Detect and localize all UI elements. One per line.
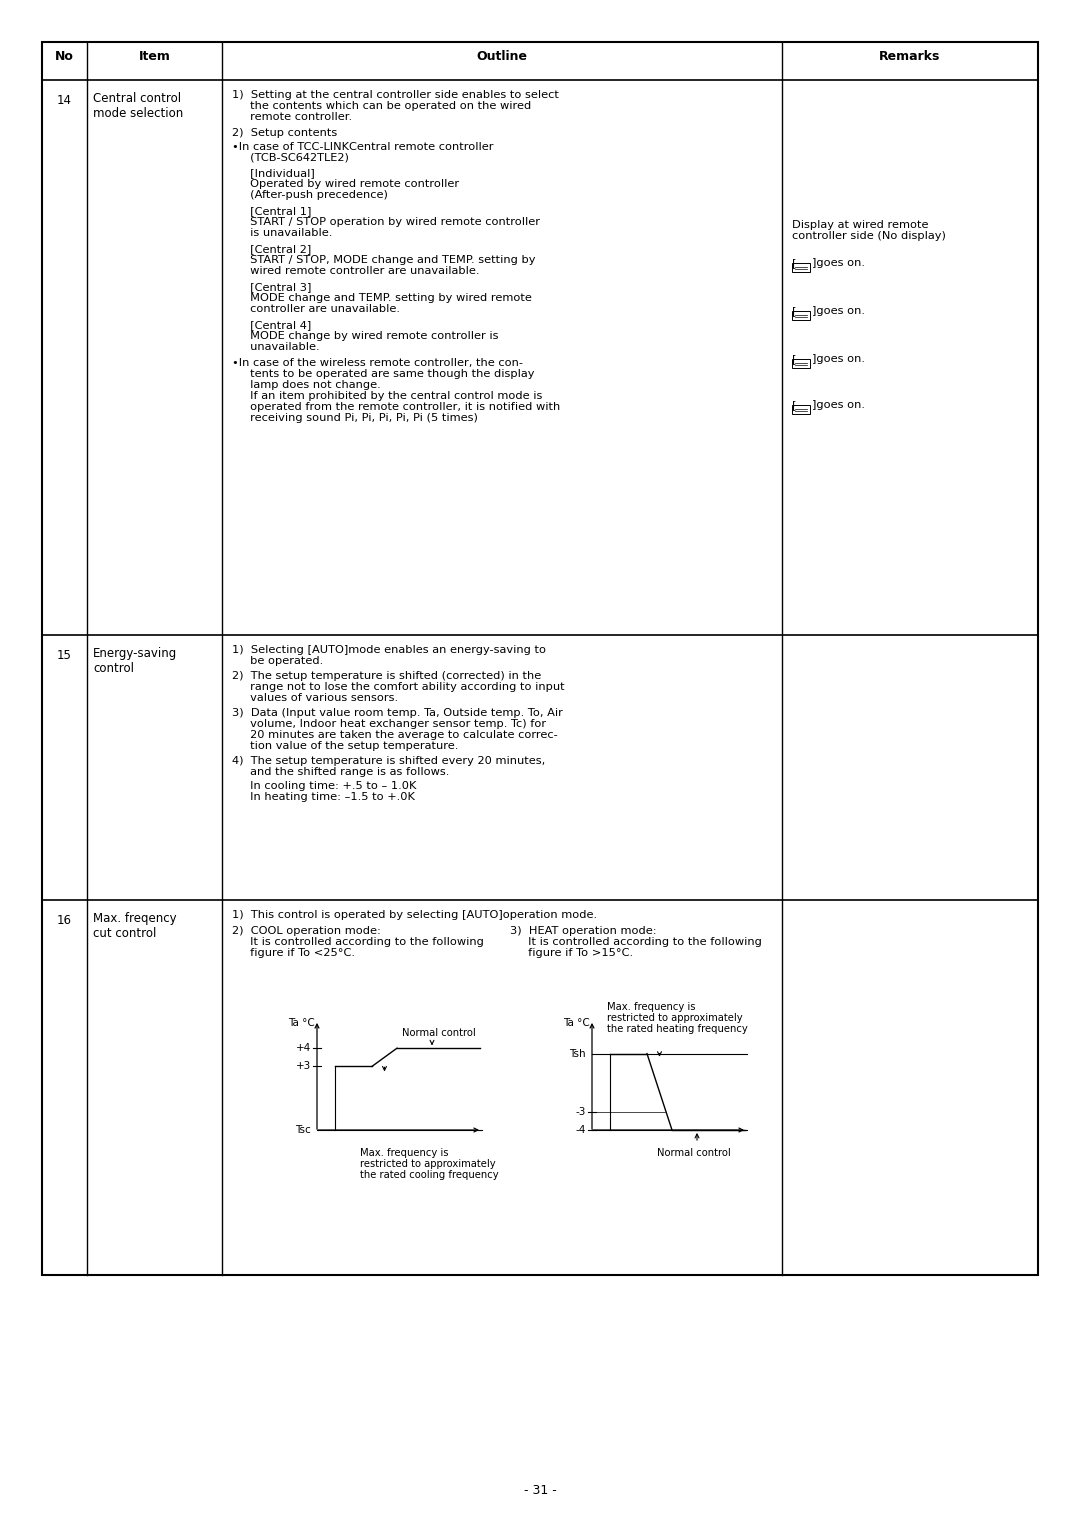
Bar — [792, 262, 810, 271]
Text: Tsh: Tsh — [569, 1049, 586, 1058]
Text: 3)  HEAT operation mode:: 3) HEAT operation mode: — [510, 926, 657, 936]
Text: is unavailable.: is unavailable. — [232, 229, 333, 238]
Text: Energy-saving
control: Energy-saving control — [93, 647, 177, 676]
Text: 20 minutes are taken the average to calculate correc-: 20 minutes are taken the average to calc… — [232, 730, 557, 740]
Text: Outline: Outline — [476, 49, 527, 63]
Text: Ta °C: Ta °C — [564, 1019, 590, 1028]
Text: It is controlled according to the following: It is controlled according to the follow… — [510, 936, 761, 947]
Text: range not to lose the comfort ability according to input: range not to lose the comfort ability ac… — [232, 682, 565, 692]
Text: 1)  This control is operated by selecting [AUTO]operation mode.: 1) This control is operated by selecting… — [232, 910, 597, 920]
Text: 15: 15 — [57, 650, 72, 662]
Text: Normal control: Normal control — [657, 1148, 731, 1157]
Text: [: [ — [792, 307, 797, 316]
Text: the contents which can be operated on the wired: the contents which can be operated on th… — [232, 101, 531, 111]
Text: MODE change by wired remote controller is: MODE change by wired remote controller i… — [232, 331, 499, 342]
Text: [Central 1]: [Central 1] — [232, 206, 311, 217]
Text: lamp does not change.: lamp does not change. — [232, 380, 381, 390]
Text: No: No — [55, 49, 73, 63]
Text: +4: +4 — [296, 1043, 311, 1054]
Text: the rated cooling frequency: the rated cooling frequency — [360, 1170, 499, 1180]
Text: 3)  Data (Input value room temp. Ta, Outside temp. To, Air: 3) Data (Input value room temp. Ta, Outs… — [232, 708, 563, 718]
Text: ]goes on.: ]goes on. — [812, 307, 865, 316]
Text: [: [ — [792, 354, 797, 364]
Text: 1)  Setting at the central controller side enables to select: 1) Setting at the central controller sid… — [232, 90, 558, 101]
Text: figure if To <25°C.: figure if To <25°C. — [232, 949, 355, 958]
Text: Central control
mode selection: Central control mode selection — [93, 92, 184, 120]
Text: 2)  Setup contents: 2) Setup contents — [232, 128, 337, 137]
Text: Display at wired remote: Display at wired remote — [792, 220, 929, 230]
Bar — [792, 358, 810, 368]
Text: 4)  The setup temperature is shifted every 20 minutes,: 4) The setup temperature is shifted ever… — [232, 756, 545, 766]
Text: values of various sensors.: values of various sensors. — [232, 692, 399, 703]
Text: volume, Indoor heat exchanger sensor temp. Tc) for: volume, Indoor heat exchanger sensor tem… — [232, 718, 546, 729]
Text: tion value of the setup temperature.: tion value of the setup temperature. — [232, 741, 458, 750]
Text: ]goes on.: ]goes on. — [812, 354, 865, 364]
Text: tents to be operated are same though the display: tents to be operated are same though the… — [232, 369, 535, 380]
Text: •In case of TCC-LINK⁠Central remote controller: •In case of TCC-LINK⁠Central remote cont… — [232, 142, 494, 152]
Bar — [792, 311, 810, 320]
Text: ]goes on.: ]goes on. — [812, 400, 865, 410]
Bar — [792, 406, 810, 413]
Text: [: [ — [792, 400, 797, 410]
Text: controller are unavailable.: controller are unavailable. — [232, 303, 400, 314]
Text: (TCB-SC⁠642TLE2): (TCB-SC⁠642TLE2) — [232, 152, 349, 163]
Text: +3: +3 — [296, 1061, 311, 1072]
Text: 16: 16 — [57, 913, 72, 927]
Text: 1)  Selecting [AUTO]mode enables an energy-saving to: 1) Selecting [AUTO]mode enables an energ… — [232, 645, 546, 656]
Text: Ta °C: Ta °C — [288, 1019, 315, 1028]
Text: [Central 3]: [Central 3] — [232, 282, 311, 291]
Text: Tsc: Tsc — [295, 1125, 311, 1135]
Text: Remarks: Remarks — [879, 49, 941, 63]
Text: Max. frequency is: Max. frequency is — [607, 1002, 696, 1013]
Text: It is controlled according to the following: It is controlled according to the follow… — [232, 936, 484, 947]
Text: 2)  COOL operation mode:: 2) COOL operation mode: — [232, 926, 381, 936]
Text: wired remote controller are unavailable.: wired remote controller are unavailable. — [232, 265, 480, 276]
Text: operated from the remote controller, it is notified with: operated from the remote controller, it … — [232, 403, 561, 412]
Text: -3: -3 — [576, 1107, 586, 1116]
Text: [Individual]: [Individual] — [232, 168, 314, 178]
Text: Normal control: Normal control — [402, 1028, 476, 1039]
Text: 2)  The setup temperature is shifted (corrected) in the: 2) The setup temperature is shifted (cor… — [232, 671, 541, 682]
Text: remote controller.: remote controller. — [232, 111, 352, 122]
Text: -4: -4 — [576, 1125, 586, 1135]
Text: •In case of the wireless remote controller, the con-: •In case of the wireless remote controll… — [232, 358, 523, 368]
Text: START / STOP, MODE change and TEMP. setting by: START / STOP, MODE change and TEMP. sett… — [232, 255, 536, 265]
Text: 14: 14 — [57, 95, 72, 107]
Text: In cooling time: +.5 to – 1.0K: In cooling time: +.5 to – 1.0K — [232, 781, 417, 791]
Text: [: [ — [792, 258, 797, 268]
Text: In heating time: –1.5 to +.0K: In heating time: –1.5 to +.0K — [232, 791, 415, 802]
Text: MODE change and TEMP. setting by wired remote: MODE change and TEMP. setting by wired r… — [232, 293, 531, 303]
Text: unavailable.: unavailable. — [232, 342, 320, 352]
Text: Item: Item — [138, 49, 171, 63]
Text: the rated heating frequency: the rated heating frequency — [607, 1023, 747, 1034]
Text: [Central 2]: [Central 2] — [232, 244, 311, 255]
Text: receiving sound Pi, Pi, Pi, Pi, Pi (5 times): receiving sound Pi, Pi, Pi, Pi, Pi (5 ti… — [232, 413, 477, 422]
Text: Max. freqency
cut control: Max. freqency cut control — [93, 912, 177, 939]
Text: be operated.: be operated. — [232, 656, 323, 666]
Text: Operated by wired remote controller: Operated by wired remote controller — [232, 178, 459, 189]
Text: figure if To >15°C.: figure if To >15°C. — [510, 949, 633, 958]
Text: [Central 4]: [Central 4] — [232, 320, 311, 329]
Text: - 31 -: - 31 - — [524, 1484, 556, 1496]
Bar — [42, 43, 1038, 1275]
Text: controller side (No display): controller side (No display) — [792, 230, 946, 241]
Text: restricted to approximately: restricted to approximately — [360, 1159, 496, 1170]
Text: Max. frequency is: Max. frequency is — [360, 1148, 448, 1157]
Text: If an item prohibited by the central control mode is: If an item prohibited by the central con… — [232, 390, 542, 401]
Text: (After-push precedence): (After-push precedence) — [232, 191, 388, 200]
Text: and the shifted range is as follows.: and the shifted range is as follows. — [232, 767, 449, 778]
Text: restricted to approximately: restricted to approximately — [607, 1013, 743, 1023]
Text: START / STOP operation by wired remote controller: START / STOP operation by wired remote c… — [232, 217, 540, 227]
Text: ]goes on.: ]goes on. — [812, 258, 865, 268]
